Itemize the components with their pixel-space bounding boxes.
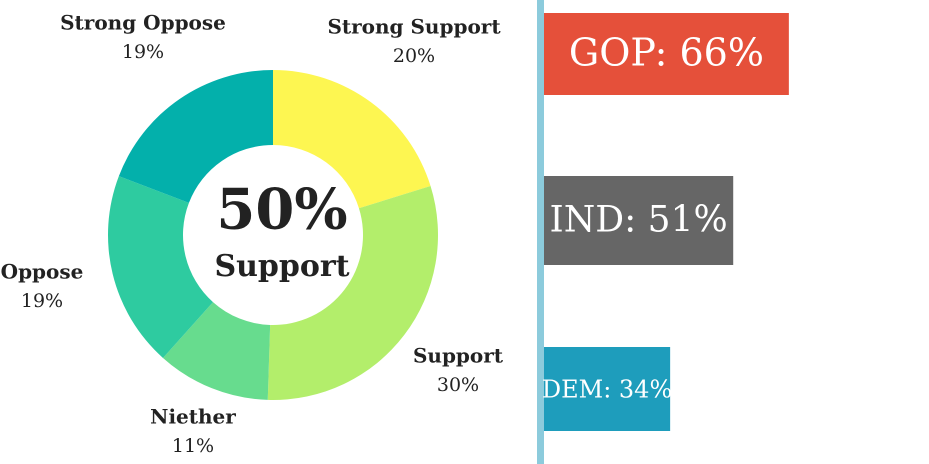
bar-label: GOP: 66% <box>569 31 764 75</box>
slice <box>267 186 439 400</box>
center-text: 50% <box>216 177 347 243</box>
slice <box>162 302 271 400</box>
bar-label: DEM: 34% <box>542 376 672 404</box>
divider <box>537 0 544 464</box>
slice <box>107 176 213 358</box>
bar <box>544 176 734 265</box>
bar <box>544 13 789 95</box>
slice <box>273 70 431 209</box>
slice-label: Niether <box>150 405 236 429</box>
slice-value-label: 19% <box>21 290 63 312</box>
slice-label: Strong Support <box>327 15 501 39</box>
slice-label: Support <box>413 344 504 368</box>
slice-label: Oppose <box>1 260 84 284</box>
slice <box>118 70 273 203</box>
slice-value-label: 19% <box>122 41 164 63</box>
bar-label: IND: 51% <box>550 200 728 241</box>
slice-label: Strong Oppose <box>60 11 226 35</box>
slice-value-label: 30% <box>437 374 479 396</box>
slice-value-label: 11% <box>172 435 214 457</box>
center-subtext: Support <box>214 249 349 284</box>
slice-value-label: 20% <box>393 45 435 67</box>
bar <box>544 347 671 431</box>
